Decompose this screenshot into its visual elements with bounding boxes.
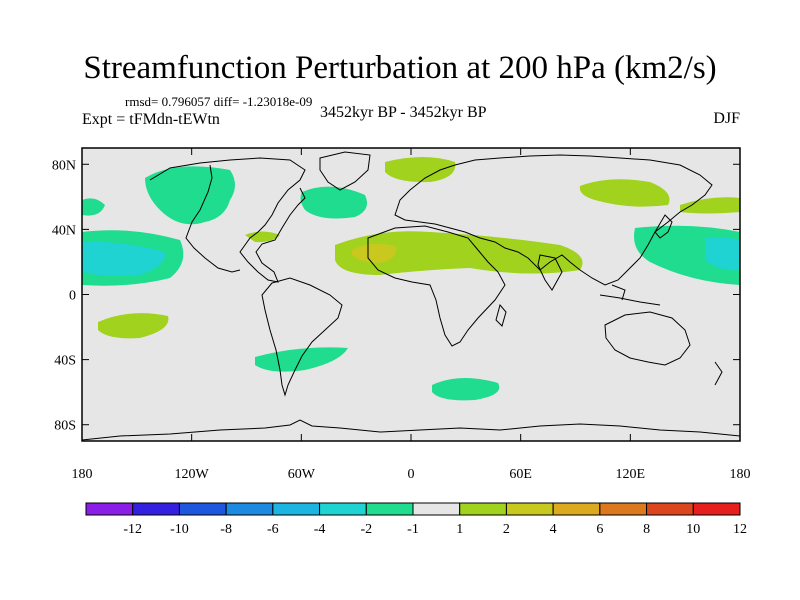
colorbar-swatch [459,502,507,516]
anomaly-core-sahara [352,243,396,263]
colorbar: -12 -10 -8 -6 -4 -2 -1 1 2 4 6 8 10 12 [85,502,747,537]
page-title: Streamfunction Perturbation at 200 hPa (… [83,50,717,86]
anomaly-region-northeast-pacific [145,166,235,225]
anomaly-region-north-america [245,231,280,243]
colorbar-swatch [225,502,274,516]
colorbar-label: -1 [407,522,419,537]
x-tick-label: 120W [175,467,210,482]
colorbar-label: 10 [686,522,700,537]
coastlines [82,151,740,441]
coastline-australia [604,311,691,366]
y-tick-label: 80N [52,158,76,173]
x-tick-label: 60W [288,467,316,482]
anomaly-region-northwest-pacific-edge [680,197,740,214]
coastline-madagascar [495,303,507,327]
colorbar-label: 2 [503,522,510,537]
y-tick-label: 40N [52,223,76,238]
colorbar-label: 6 [596,522,603,537]
coastline-antarctica [82,419,740,441]
colorbar-label: 8 [643,522,650,537]
anomaly-region-north-atlantic [300,186,368,219]
colorbar-swatch [178,502,227,516]
anomaly-region-tropical-south-pacific [98,313,169,339]
colorbar-swatch [85,502,134,516]
coastline-new-zealand [714,361,723,386]
x-tick-label: 60E [509,467,532,482]
anomaly-region-south-america [255,347,348,372]
anomaly-region-west-pacific-edge [82,198,105,216]
colorbar-swatch [599,502,648,516]
colorbar-label: -2 [360,522,372,537]
coastline-north-america [149,157,306,283]
colorbar-swatch [132,502,180,516]
coastline-africa [367,225,506,347]
colorbar-swatch [646,502,694,516]
colorbar-label: -12 [123,522,142,537]
coastline-india [537,254,563,291]
colorbar-label: -4 [314,522,326,537]
y-tick-label: 0 [69,289,76,304]
anomaly-shading [82,157,740,401]
anomaly-core-east-asia [705,237,740,271]
colorbar-swatch [319,502,367,516]
colorbar-swatch [365,502,414,516]
coastline-greenland [319,151,371,191]
colorbar-label: 12 [733,522,747,537]
anomaly-region-north-africa [335,231,583,275]
colorbar-label: -10 [170,522,189,537]
colorbar-swatch [552,502,601,516]
map-axes: 180 120W 60W 0 60E 120E 180 80N 40N 0 40S 80S [52,148,751,482]
anomaly-region-southern-ocean [432,377,500,401]
colorbar-swatch [272,502,321,516]
anomaly-core-subtropical-pacific [82,241,166,276]
colorbar-label: 1 [456,522,463,537]
colorbar-label: 4 [550,522,557,537]
x-tick-label: 0 [408,467,415,482]
colorbar-label: -6 [267,522,279,537]
x-tick-label: 120E [616,467,646,482]
stats-line: rmsd= 0.796057 diff= -1.23018e-09 [125,94,313,109]
colorbar-label: -8 [220,522,232,537]
y-tick-label: 80S [54,419,76,434]
colorbar-swatch [692,502,741,516]
colorbar-swatch [505,502,554,516]
coastline-indonesia [599,284,661,306]
experiment-label: Expt = tFMdn-tEWtn [82,111,220,128]
x-tick-label: 180 [72,467,93,482]
x-tick-label: 180 [730,467,751,482]
colorbar-swatch [412,502,461,516]
coastline-japan [654,214,673,239]
period-label: 3452kyr BP - 3452kyr BP [320,104,487,121]
anomaly-region-central-asia [579,179,670,207]
anomaly-region-europe [385,157,456,183]
season-label: DJF [713,110,740,127]
coastline-eurasia [394,154,713,286]
y-tick-label: 40S [54,354,76,369]
coastline-south-america [261,277,343,397]
